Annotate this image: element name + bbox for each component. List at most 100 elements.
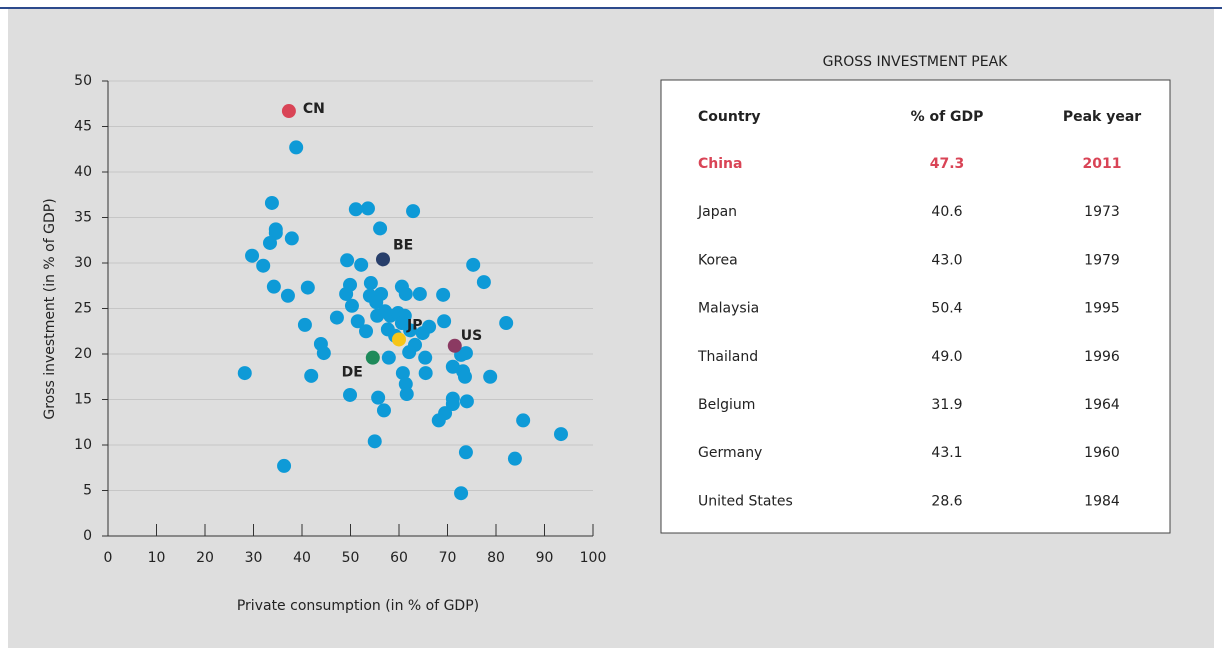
x-tick-label: 40 [293, 550, 311, 566]
point [343, 387, 358, 402]
point [373, 221, 388, 236]
y-tick-label: 40 [74, 164, 92, 180]
point [406, 204, 421, 219]
table-title: GROSS INVESTMENT PEAK [823, 54, 1009, 70]
table-cell: Belgium [698, 397, 755, 413]
point [281, 104, 296, 119]
point [403, 323, 418, 338]
point [245, 248, 260, 263]
table-cell: 43.0 [931, 252, 962, 268]
table-cell: 31.9 [931, 397, 962, 413]
x-tick-label: 70 [439, 550, 457, 566]
table-cell: 1996 [1084, 349, 1120, 365]
y-tick-label: 0 [83, 528, 92, 544]
y-tick-label: 5 [83, 483, 92, 499]
y-tick-label: 45 [74, 119, 92, 135]
table-cell: China [698, 156, 742, 172]
table-cell: 1995 [1084, 301, 1120, 317]
x-tick-label: 30 [245, 550, 263, 566]
table-cell: 43.1 [931, 445, 962, 461]
point [300, 280, 315, 295]
y-tick-label: 50 [74, 73, 92, 89]
point-label: DE [342, 365, 363, 381]
x-tick-label: 10 [148, 550, 166, 566]
table-header: Peak year [1063, 109, 1141, 125]
point [367, 434, 382, 449]
point [483, 369, 498, 384]
point [476, 275, 491, 290]
point [348, 202, 363, 217]
point [431, 413, 446, 428]
point-label: CN [303, 101, 325, 117]
table-cell: 47.3 [930, 156, 965, 172]
table-cell: Germany [698, 445, 762, 461]
point [304, 368, 319, 383]
point [339, 286, 354, 301]
point [363, 276, 378, 291]
point [359, 324, 374, 339]
point [499, 316, 514, 331]
y-tick-label: 10 [74, 437, 92, 453]
point [277, 458, 292, 473]
table-cell: 1973 [1084, 204, 1120, 220]
table-cell: 50.4 [931, 301, 962, 317]
x-axis-label: Private consumption (in % of GDP) [237, 598, 479, 614]
point [289, 140, 304, 155]
y-tick-label: 20 [74, 346, 92, 362]
point [350, 314, 365, 329]
table-cell: 28.6 [931, 493, 962, 509]
point [466, 257, 481, 272]
y-axis-label: Gross investment (in % of GDP) [42, 198, 58, 419]
table-cell: 1979 [1084, 252, 1120, 268]
point [436, 287, 451, 302]
x-tick-label: 100 [580, 550, 607, 566]
point [354, 257, 369, 272]
table-cell: 49.0 [931, 349, 962, 365]
point [297, 317, 312, 332]
point [402, 345, 417, 360]
scatter-chart: Gross investment (in % of GDP) Private c… [42, 73, 606, 614]
point [284, 231, 299, 246]
point [344, 298, 359, 313]
y-tick-label: 25 [74, 301, 92, 317]
point [516, 413, 531, 428]
point-label: BE [393, 237, 413, 253]
table-cell: United States [698, 493, 793, 509]
table-cell: 1964 [1084, 397, 1120, 413]
point [360, 201, 375, 216]
table-header: % of GDP [911, 109, 984, 125]
point [457, 369, 472, 384]
point [340, 253, 355, 268]
point [445, 397, 460, 412]
point [262, 235, 277, 250]
point [447, 338, 462, 353]
point [376, 403, 391, 418]
table-cell: Malaysia [698, 301, 759, 317]
point [437, 314, 452, 329]
point [553, 427, 568, 442]
point [399, 387, 414, 402]
y-tick-label: 35 [74, 210, 92, 226]
point [392, 332, 406, 347]
point [256, 258, 271, 273]
point [375, 252, 390, 267]
table-cell: 40.6 [931, 204, 962, 220]
point [454, 486, 469, 501]
table-cell: 2011 [1083, 156, 1122, 172]
x-tick-label: 50 [342, 550, 360, 566]
table-header: Country [698, 109, 761, 125]
x-tick-label: 90 [536, 550, 554, 566]
point [369, 295, 384, 310]
point [316, 346, 331, 361]
point [418, 350, 433, 365]
point [418, 366, 433, 381]
table-cell: Korea [698, 252, 738, 268]
point [266, 279, 281, 294]
x-tick-label: 20 [196, 550, 214, 566]
point [458, 346, 473, 361]
point [412, 286, 427, 301]
x-tick-label: 60 [390, 550, 408, 566]
point [458, 445, 473, 460]
point [459, 394, 474, 409]
